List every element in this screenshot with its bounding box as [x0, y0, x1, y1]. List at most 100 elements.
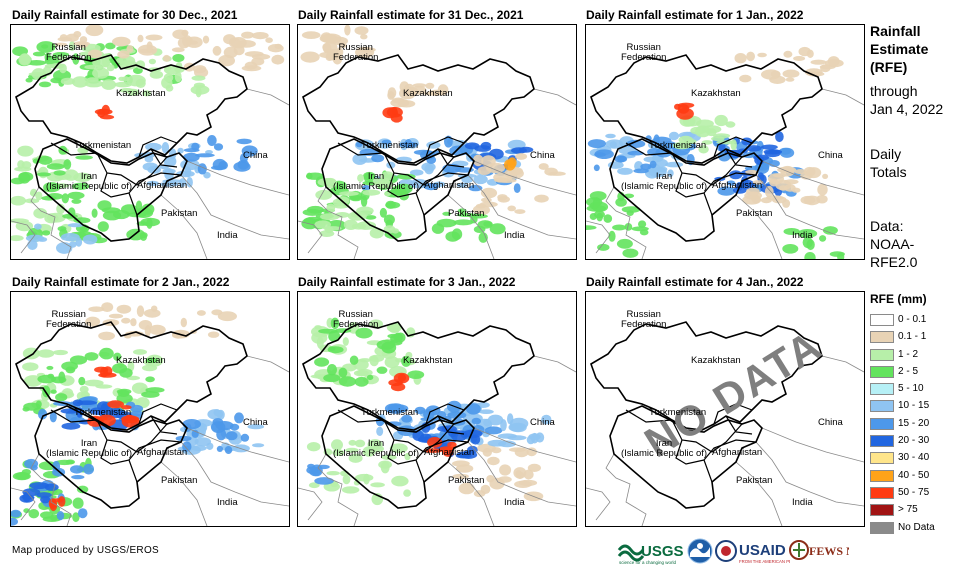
- rainfall-cell: [817, 183, 828, 196]
- rainfall-cell: [301, 31, 321, 39]
- legend-label: 20 - 30: [898, 435, 930, 447]
- rainfall-cell: [381, 341, 397, 354]
- country-border-thin: [735, 194, 783, 259]
- rainfall-cell: [497, 433, 517, 439]
- rainfall-cell: [729, 170, 743, 180]
- rainfall-cell: [622, 248, 639, 258]
- rainfall-cell: [175, 435, 192, 442]
- rainfall-cell: [616, 238, 633, 249]
- country-border: [625, 142, 673, 156]
- rainfall-cell: [690, 126, 706, 135]
- rainfall-cell: [46, 365, 54, 370]
- rainfall-cell: [803, 195, 821, 206]
- country-border: [96, 152, 168, 186]
- country-border-thin: [298, 220, 323, 254]
- rainfall-cell: [18, 171, 34, 182]
- country-border-thin: [186, 427, 289, 463]
- map-label-russia: Russian Federation: [46, 42, 92, 63]
- rainfall-cell: [136, 305, 145, 317]
- map-canvas: [11, 25, 289, 259]
- map-label-russia: Russian Federation: [621, 309, 667, 330]
- rainfall-cell: [348, 439, 357, 446]
- rainfall-cell: [785, 77, 795, 82]
- rainfall-cell: [171, 47, 185, 53]
- country-border: [96, 419, 168, 453]
- map-credit: Map produced by USGS/EROS: [12, 545, 160, 556]
- rainfall-cell: [37, 374, 56, 384]
- rainfall-cell: [163, 54, 171, 62]
- rainfall-cell: [314, 477, 334, 485]
- legend-swatch: [870, 417, 894, 430]
- rainfall-cell: [390, 98, 410, 108]
- rainfall-cell: [84, 379, 104, 387]
- country-border-thin: [821, 355, 864, 373]
- rainfall-cell: [711, 136, 725, 142]
- rainfall-cell: [489, 477, 505, 490]
- rainfall-cell: [107, 407, 125, 419]
- map-label-kazakhstan: Kazakhstan: [403, 88, 453, 99]
- rainfall-cell: [180, 317, 187, 328]
- rainfall-cell: [810, 59, 827, 65]
- map-label-afghanistan: Afghanistan: [712, 447, 763, 458]
- legend-swatch: [870, 486, 894, 499]
- map-label-afghanistan: Afghanistan: [424, 447, 475, 458]
- map-panel-5: Russian Federation Kazakhstan Turkmenistan…: [297, 291, 577, 527]
- country-border: [128, 172, 182, 194]
- rainfall-cell: [442, 211, 451, 216]
- rainfall-cell: [591, 201, 609, 212]
- region-outline: [609, 405, 763, 509]
- rainfall-cell: [323, 226, 342, 231]
- rainfall-cell: [478, 232, 488, 243]
- region-outline: [302, 321, 535, 431]
- rainfall-cell: [28, 509, 40, 519]
- rainfall-cell: [354, 376, 369, 387]
- rainfall-cell: [130, 318, 137, 327]
- legend-label: 2 - 5: [898, 365, 919, 377]
- rainfall-cell: [113, 352, 122, 361]
- country-border-thin: [735, 461, 783, 526]
- rainfall-cell: [504, 159, 516, 171]
- rainfall-cell: [117, 50, 130, 59]
- rainfall-cell: [725, 121, 736, 128]
- rainfall-cell: [142, 90, 152, 97]
- rainfall-cell: [315, 189, 333, 200]
- country-border-thin: [160, 194, 208, 259]
- map-label-china: China: [818, 417, 843, 428]
- rainfall-cell: [770, 70, 781, 78]
- rainfall-cell: [241, 145, 258, 157]
- rainfall-cell: [67, 223, 84, 228]
- rainfall-cell: [451, 228, 463, 240]
- rainfall-cell: [473, 154, 484, 167]
- rainfall-cell: [92, 67, 110, 79]
- rainfall-cell: [627, 150, 644, 156]
- rainfall-cell: [98, 331, 115, 341]
- rainfall-cell: [514, 480, 532, 488]
- country-border: [138, 136, 178, 158]
- rainfall-cell: [42, 516, 61, 522]
- country-border-thin: [755, 174, 864, 240]
- rainfall-cell: [14, 166, 32, 172]
- rainfall-cell: [224, 446, 233, 454]
- country-border-thin: [11, 220, 36, 254]
- rainfall-cell: [72, 53, 80, 65]
- map-label-india: India: [504, 497, 525, 508]
- country-border-thin: [186, 160, 289, 196]
- legend-swatch: [870, 452, 894, 465]
- rainfall-cell: [265, 37, 273, 43]
- rainfall-cell: [779, 185, 788, 191]
- rainfall-cell: [412, 430, 424, 441]
- country-border: [671, 419, 743, 453]
- rainfall-cell: [479, 201, 498, 208]
- rainfall-cell: [806, 49, 814, 58]
- rainfall-layer: [306, 317, 552, 506]
- rainfall-cell: [125, 414, 134, 419]
- legend-label: 0 - 0.1: [898, 314, 927, 325]
- rainfall-cell: [487, 414, 504, 426]
- rainfall-cell: [70, 465, 84, 474]
- rainfall-cell: [509, 422, 527, 433]
- region-outline: [34, 405, 188, 509]
- rainfall-cell: [726, 180, 736, 186]
- rainfall-cell: [626, 210, 634, 217]
- country-border: [128, 439, 182, 461]
- country-border-thin: [30, 186, 72, 259]
